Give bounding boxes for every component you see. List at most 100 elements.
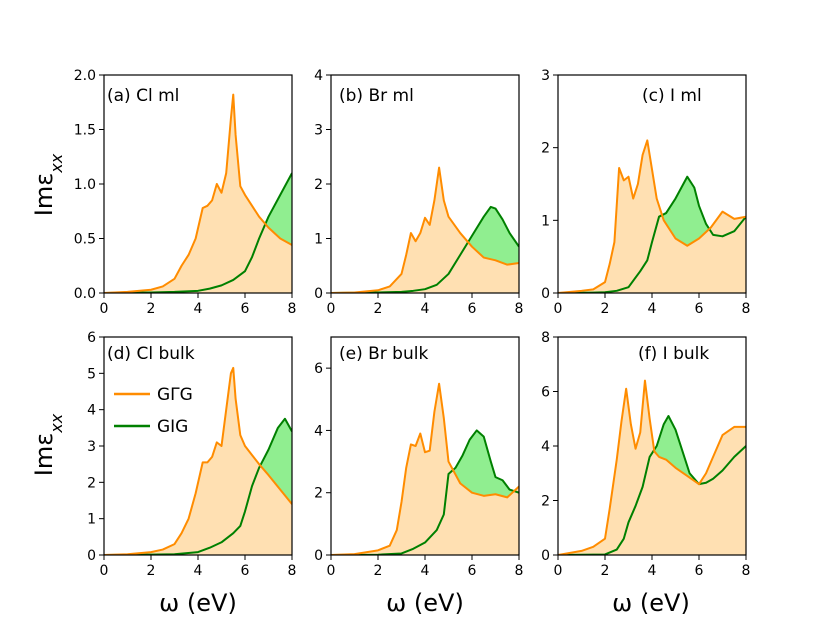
ylabel-top-sub: xx: [47, 153, 66, 173]
series-line-gig: [558, 415, 746, 555]
x-tick-label: 4: [421, 563, 430, 579]
panel-title: (b) Br ml: [339, 86, 414, 106]
series-line-ggg: [558, 139, 746, 293]
y-tick-label: 4: [87, 403, 96, 419]
y-tick-label: 8: [541, 330, 550, 346]
y-tick-label: 1.5: [74, 123, 96, 139]
legend-label-ggg: GΓG: [157, 385, 193, 405]
y-tick-label: 4: [314, 68, 323, 84]
panel-1: 0 2 4 6 8 0.0 0.5 1.0 1.5 2.0 (a) Cl ml: [74, 68, 297, 317]
panel-4: 0 2 4 6 8 0 1 2 3 4 5 6 (d) Cl bulk: [87, 330, 296, 579]
series-line-ggg: [331, 382, 519, 555]
y-tick-label: 6: [541, 385, 550, 401]
x-tick-label: 8: [742, 301, 751, 317]
x-tick-label: 6: [241, 301, 250, 317]
series-area-ggg: [558, 140, 746, 293]
y-tick-label: 0: [87, 548, 96, 564]
ylabel-bottom: Imεxx: [30, 413, 66, 476]
y-tick-label: 5: [87, 366, 96, 382]
x-tick-label: 8: [515, 301, 524, 317]
x-tick-label: 2: [147, 301, 156, 317]
x-tick-label: 4: [648, 563, 657, 579]
y-tick-label: 2: [314, 486, 323, 502]
series-line-ggg: [104, 93, 292, 293]
panel-5: 0 2 4 6 8 0 2 4 6 (e) Br bulk: [314, 336, 524, 579]
series-area-ggg: [104, 94, 292, 293]
series-area-ggg: [331, 167, 519, 293]
x-tick-label: 8: [515, 563, 524, 579]
panel-title: (f) I bulk: [638, 344, 709, 364]
series-line-gig: [331, 429, 519, 555]
series-line-gig: [558, 175, 746, 293]
panel-title: (a) Cl ml: [107, 86, 179, 106]
y-tick-label: 6: [87, 330, 96, 346]
series-area-ggg: [331, 383, 519, 555]
panel-2: 0 2 4 6 8 0 1 2 3 4 (b) Br ml: [314, 68, 523, 317]
y-tick-label: 0: [314, 286, 323, 302]
y-tick-label: 2: [541, 494, 550, 510]
x-tick-label: 4: [194, 563, 203, 579]
y-tick-label: 3: [541, 68, 550, 84]
x-tick-label: 2: [601, 301, 610, 317]
y-tick-label: 3: [314, 123, 323, 139]
xlabel-left: ω (eV): [159, 589, 237, 617]
x-tick-label: 8: [288, 563, 297, 579]
series-line-gig: [331, 205, 519, 293]
x-tick-label: 6: [695, 563, 704, 579]
x-tick-label: 0: [554, 563, 563, 579]
x-tick-label: 4: [648, 301, 657, 317]
x-tick-label: 4: [194, 301, 203, 317]
panels: 0 2 4 6 80.00.51.01.52.0(a) Cl ml0 2 4 6 801234(…: [74, 68, 751, 579]
y-tick-label: 0.0: [74, 286, 96, 302]
x-tick-label: 4: [421, 301, 430, 317]
xlabel-right: ω (eV): [612, 589, 690, 617]
y-tick-label: 1: [314, 232, 323, 248]
y-tick-label: 0.5: [74, 232, 96, 248]
panel-title: (e) Br bulk: [339, 344, 428, 364]
x-tick-label: 0: [327, 301, 336, 317]
y-tick-label: 2.0: [74, 68, 96, 84]
series-area-ggg: [558, 380, 746, 555]
x-tick-label: 6: [695, 301, 704, 317]
x-tick-label: 0: [100, 563, 109, 579]
ylabel-bottom-sub: xx: [47, 413, 66, 433]
panel-3: 0 2 4 6 8 0 1 2 3 (c) I ml: [541, 68, 750, 317]
y-tick-label: 1: [87, 512, 96, 528]
x-tick-label: 0: [100, 301, 109, 317]
y-tick-label: 4: [314, 423, 323, 439]
y-tick-label: 1.0: [74, 177, 96, 193]
ylabel-top-main: Imε: [30, 173, 58, 216]
series-line-gig: [104, 172, 292, 293]
ylabel-top: Imεxx: [30, 153, 66, 216]
ylabel-bottom-main: Imε: [30, 433, 58, 476]
y-tick-label: 0: [314, 548, 323, 564]
x-tick-label: 2: [374, 301, 383, 317]
panel-title: (d) Cl bulk: [107, 344, 195, 364]
x-tick-label: 2: [374, 563, 383, 579]
legend-label-gig: GIG: [157, 417, 188, 437]
x-tick-label: 6: [468, 301, 477, 317]
y-tick-label: 2: [87, 475, 96, 491]
series-line-ggg: [331, 166, 519, 293]
x-tick-label: 0: [327, 563, 336, 579]
panel-title: (c) I ml: [642, 86, 702, 106]
x-tick-label: 8: [288, 301, 297, 317]
series-line-gig: [104, 417, 292, 555]
x-tick-label: 2: [147, 563, 156, 579]
panel-6: 0 2 4 6 8 0 2 4 6 8 (f) I bulk: [541, 330, 750, 579]
series-line-ggg: [104, 366, 292, 555]
x-tick-label: 0: [554, 301, 563, 317]
legend: GΓG GIG: [114, 385, 193, 437]
series-line-ggg: [558, 379, 746, 555]
xlabel-middle: ω (eV): [386, 589, 464, 617]
x-tick-label: 8: [742, 563, 751, 579]
y-tick-label: 3: [87, 439, 96, 455]
y-tick-label: 4: [541, 439, 550, 455]
y-tick-label: 1: [541, 213, 550, 229]
y-tick-label: 0: [541, 548, 550, 564]
y-tick-label: 2: [541, 141, 550, 157]
x-tick-label: 6: [468, 563, 477, 579]
y-tick-label: 0: [541, 286, 550, 302]
x-tick-label: 6: [241, 563, 250, 579]
